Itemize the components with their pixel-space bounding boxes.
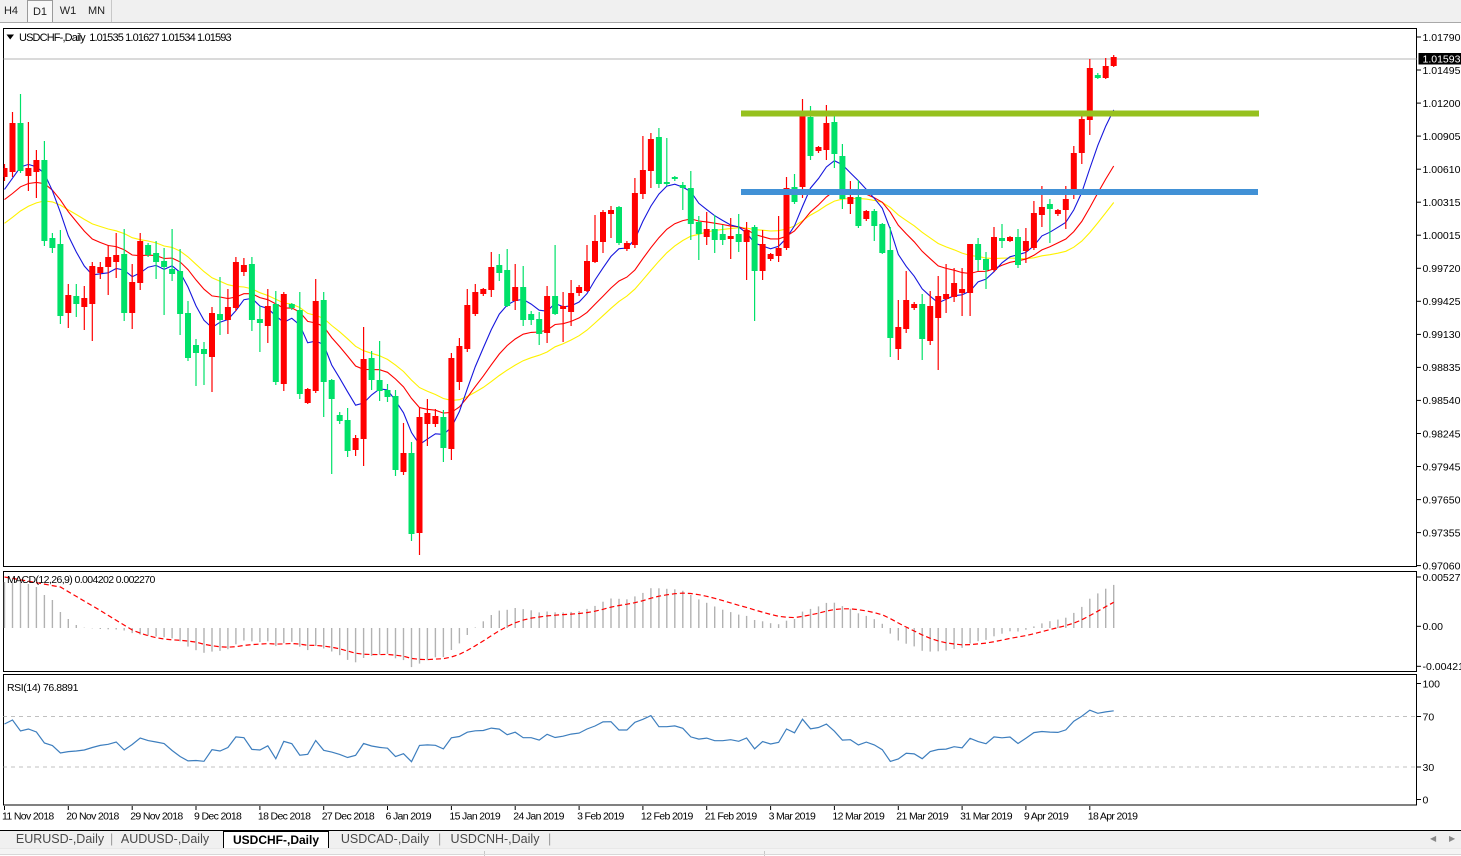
svg-text:1.00905: 1.00905 — [1423, 131, 1461, 143]
svg-text:1.01495: 1.01495 — [1423, 65, 1461, 77]
svg-text:18 Dec 2018: 18 Dec 2018 — [258, 811, 311, 823]
svg-text:18 Apr 2019: 18 Apr 2019 — [1088, 811, 1138, 823]
svg-text:21 Feb 2019: 21 Feb 2019 — [705, 811, 758, 823]
svg-text:9 Dec 2018: 9 Dec 2018 — [194, 811, 242, 823]
svg-text:1.01593: 1.01593 — [1423, 54, 1461, 66]
svg-text:15 Jan 2019: 15 Jan 2019 — [449, 811, 500, 823]
svg-text:9 Apr 2019: 9 Apr 2019 — [1024, 811, 1069, 823]
svg-text:0.97355: 0.97355 — [1423, 527, 1461, 539]
svg-text:0.98540: 0.98540 — [1423, 395, 1461, 407]
svg-text:0.99425: 0.99425 — [1423, 296, 1461, 308]
svg-text:-0.00421: -0.00421 — [1423, 661, 1461, 673]
svg-text:3 Mar 2019: 3 Mar 2019 — [769, 811, 816, 823]
svg-text:12 Feb 2019: 12 Feb 2019 — [641, 811, 694, 823]
svg-text:0.00: 0.00 — [1423, 621, 1444, 633]
svg-text:11 Nov 2018: 11 Nov 2018 — [2, 811, 54, 823]
svg-text:12 Mar 2019: 12 Mar 2019 — [832, 811, 885, 823]
svg-text:100: 100 — [1423, 678, 1441, 690]
svg-text:USDCHF-,Daily 1.01535 1.01627: USDCHF-,Daily 1.01535 1.01627 1.01534 1.… — [19, 32, 232, 44]
svg-text:0.005275: 0.005275 — [1423, 572, 1461, 584]
svg-text:1.00315: 1.00315 — [1423, 197, 1461, 209]
svg-text:0.99720: 0.99720 — [1423, 263, 1461, 275]
svg-text:30: 30 — [1423, 762, 1435, 774]
svg-text:29 Nov 2018: 29 Nov 2018 — [130, 811, 183, 823]
svg-text:6 Jan 2019: 6 Jan 2019 — [386, 811, 432, 823]
svg-text:1.01200: 1.01200 — [1423, 98, 1461, 110]
svg-text:3 Feb 2019: 3 Feb 2019 — [577, 811, 624, 823]
svg-text:0.97945: 0.97945 — [1423, 461, 1461, 473]
svg-text:21 Mar 2019: 21 Mar 2019 — [896, 811, 949, 823]
svg-text:0.97060: 0.97060 — [1423, 560, 1461, 572]
svg-text:1.00610: 1.00610 — [1423, 164, 1461, 176]
svg-text:20 Nov 2018: 20 Nov 2018 — [66, 811, 119, 823]
svg-text:0.98835: 0.98835 — [1423, 362, 1461, 374]
svg-text:RSI(14) 76.8891: RSI(14) 76.8891 — [7, 682, 79, 694]
svg-text:0.97650: 0.97650 — [1423, 494, 1461, 506]
svg-text:1.00015: 1.00015 — [1423, 230, 1461, 242]
svg-text:0: 0 — [1423, 794, 1429, 806]
svg-text:0.99130: 0.99130 — [1423, 329, 1461, 341]
svg-text:0.98245: 0.98245 — [1423, 428, 1461, 440]
svg-text:31 Mar 2019: 31 Mar 2019 — [960, 811, 1013, 823]
svg-text:1.01790: 1.01790 — [1423, 32, 1461, 44]
svg-text:27 Dec 2018: 27 Dec 2018 — [322, 811, 375, 823]
svg-text:24 Jan 2019: 24 Jan 2019 — [513, 811, 564, 823]
svg-text:70: 70 — [1423, 711, 1435, 723]
svg-text:MACD(12,26,9) 0.004202 0.00227: MACD(12,26,9) 0.004202 0.002270 — [7, 574, 156, 586]
